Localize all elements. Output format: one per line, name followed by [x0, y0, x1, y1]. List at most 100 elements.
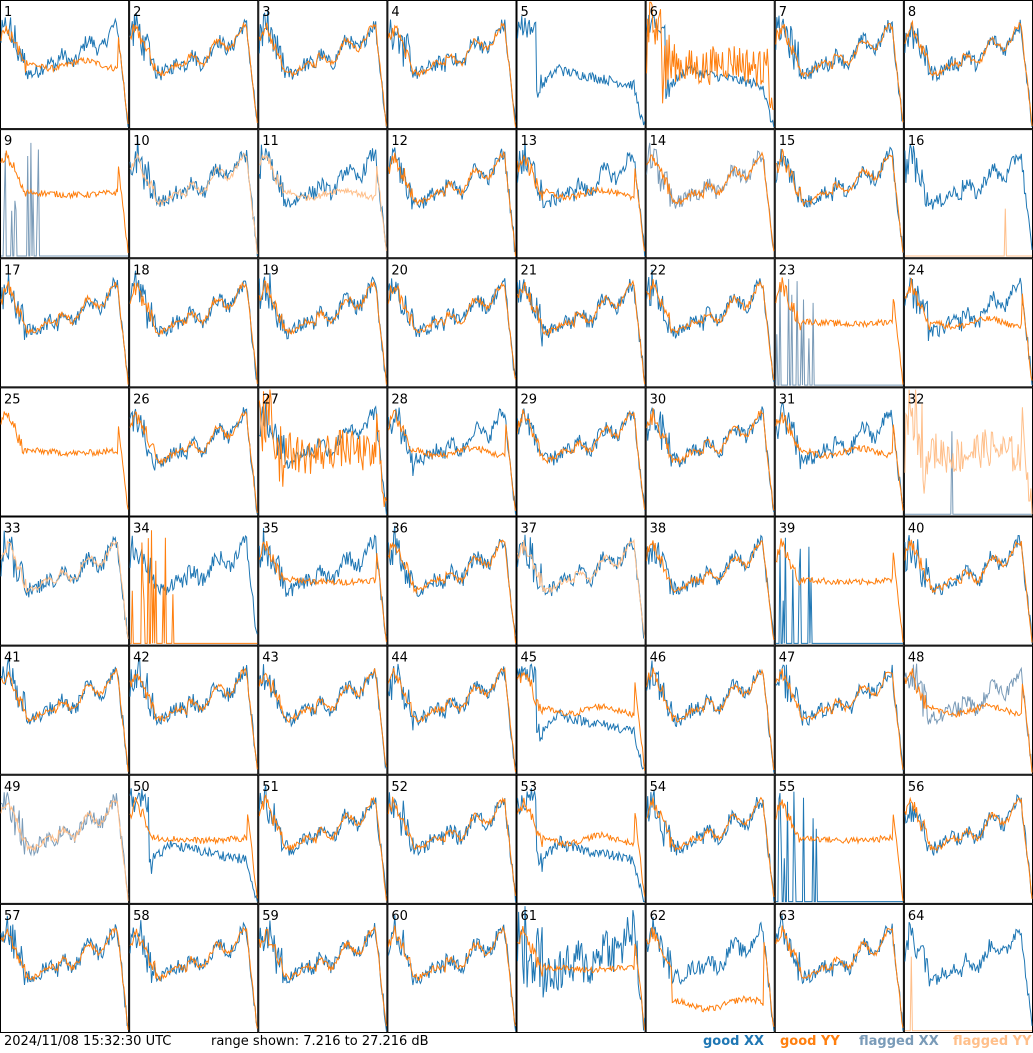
series-xx [0, 273, 129, 378]
series-xx [129, 270, 258, 380]
series-xx [258, 527, 387, 636]
series-xx [904, 663, 1033, 773]
series-yy [258, 541, 387, 642]
panel-label: 16 [908, 134, 925, 149]
series-yy [258, 926, 387, 1027]
legend-flagged-xx: flagged XX [859, 1034, 939, 1049]
panel-label: 31 [779, 392, 796, 407]
series-yy [517, 279, 646, 385]
series-yy [129, 796, 258, 899]
panel-label: 54 [650, 780, 667, 795]
panel-frame [0, 258, 130, 388]
panel-label: 44 [391, 651, 408, 666]
series-yy [775, 799, 904, 901]
panel-frame [129, 0, 259, 130]
panel-label: 28 [391, 392, 408, 407]
series-yy [130, 530, 258, 644]
panel-label: 1 [4, 5, 12, 20]
panel-label: 51 [262, 780, 279, 795]
series-yy [646, 279, 775, 381]
panel-frame [258, 774, 388, 904]
panel-label: 3 [262, 5, 270, 20]
series-yy [387, 667, 516, 772]
panel-label: 40 [908, 522, 925, 537]
series-yy [646, 408, 775, 511]
series-yy [0, 281, 129, 385]
series-yy [0, 799, 129, 901]
panel-label: 35 [262, 522, 279, 537]
panel-label: 25 [4, 392, 21, 407]
panel-frame [258, 0, 388, 130]
panel-label: 42 [133, 651, 150, 666]
series-xx [0, 792, 129, 896]
panel-frame [903, 0, 1033, 130]
series-yy [129, 281, 258, 384]
panel-label: 61 [521, 909, 538, 924]
series-yy [258, 668, 387, 768]
panel-label: 14 [650, 134, 667, 149]
panel-frame [387, 645, 517, 775]
series-yy [258, 389, 387, 507]
panel-frame [129, 258, 259, 388]
panel-label: 23 [779, 263, 796, 278]
series-yy [129, 410, 258, 513]
panel-label: 29 [521, 392, 538, 407]
series-yy [0, 927, 129, 1030]
panel-label: 7 [779, 5, 787, 20]
panel-label: 27 [262, 392, 279, 407]
range-label: range shown: 7.216 to 27.216 dB [211, 1034, 429, 1049]
panel-frame [645, 516, 775, 646]
panel-label: 34 [133, 522, 150, 537]
series-xx [0, 530, 129, 639]
panel-label: 62 [650, 909, 667, 924]
series-yy [646, 926, 775, 1027]
series-yy [0, 25, 129, 125]
series-yy [904, 389, 1033, 515]
series-yy [0, 668, 129, 772]
panel-label: 17 [4, 263, 21, 278]
series-yy [387, 925, 516, 1027]
series-yy [646, 540, 775, 640]
series-yy [775, 668, 904, 770]
series-yy [258, 153, 387, 251]
series-yy [775, 277, 904, 385]
series-yy [129, 667, 258, 770]
panel-label: 15 [779, 134, 796, 149]
panel-frame [774, 903, 904, 1033]
series-xx [646, 406, 775, 513]
series-yy [646, 796, 775, 898]
series-yy [904, 796, 1033, 899]
series-yy [387, 796, 516, 896]
series-xx [129, 920, 258, 1028]
panel-label: 60 [391, 909, 408, 924]
panel-label: 45 [521, 651, 538, 666]
panel-label: 13 [521, 134, 538, 149]
panel-label: 36 [391, 522, 408, 537]
series-yy [775, 22, 904, 123]
panel-frame [0, 903, 130, 1033]
series-xx [904, 921, 1033, 1026]
series-yy [0, 411, 129, 510]
series-xx [517, 534, 646, 640]
series-yy [517, 926, 646, 1030]
series-yy [258, 279, 387, 385]
panel-label: 20 [391, 263, 408, 278]
panel-label: 6 [650, 5, 658, 20]
series-xx [129, 407, 258, 515]
series-xx [904, 793, 1033, 897]
series-xx [387, 278, 516, 378]
panel-label: 63 [779, 909, 796, 924]
panel-label: 59 [262, 909, 279, 924]
series-yy [387, 409, 516, 511]
panel-label: 18 [133, 263, 150, 278]
panel-label: 43 [262, 651, 279, 666]
series-yy [904, 278, 1033, 381]
series-yy [904, 539, 1033, 643]
series-yy [646, 667, 775, 771]
panel-frame [516, 774, 646, 904]
panel-label: 46 [650, 651, 667, 666]
series-yy [387, 150, 516, 257]
series-xx [775, 279, 903, 386]
panel-label: 32 [908, 392, 925, 407]
series-xx [517, 906, 646, 1031]
